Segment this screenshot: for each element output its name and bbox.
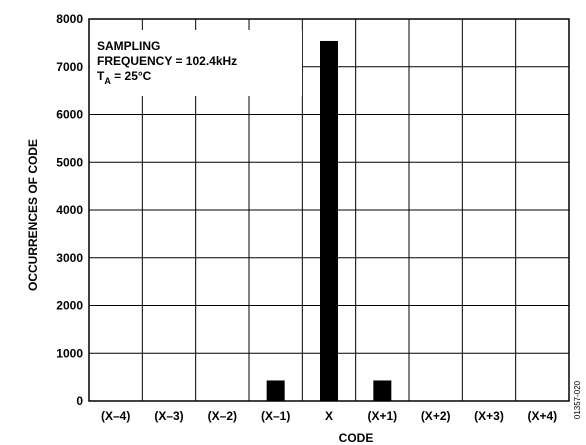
y-tick-label: 0 xyxy=(76,394,83,408)
y-tick-label: 7000 xyxy=(56,60,83,74)
y-tick-label: 4000 xyxy=(56,203,83,217)
x-tick-label: (X–3) xyxy=(154,409,183,423)
y-tick-labels: 0 1000 2000 3000 4000 5000 6000 7000 8000 xyxy=(56,12,83,408)
y-tick-label: 8000 xyxy=(56,12,83,26)
figure-id: 01357-020 xyxy=(573,380,582,419)
x-tick-label: (X+1) xyxy=(367,409,397,423)
x-tick-label: (X+3) xyxy=(474,409,504,423)
bar xyxy=(320,40,338,402)
y-tick-label: 6000 xyxy=(56,108,83,122)
y-axis-title: OCCURRENCES OF CODE xyxy=(26,139,40,291)
x-axis-title: CODE xyxy=(339,431,374,445)
x-tick-label: (X–4) xyxy=(101,409,130,423)
annotation-box xyxy=(90,30,302,96)
y-tick-label: 1000 xyxy=(56,346,83,360)
plot-frame xyxy=(88,18,570,402)
bar xyxy=(373,380,392,401)
y-tick-label: 3000 xyxy=(56,251,83,265)
annotation-temp-value: = 25°C xyxy=(111,69,152,83)
annotation-line-3: TA = 25°C xyxy=(97,69,152,86)
annotation-line-1: SAMPLING xyxy=(97,39,160,53)
y-tick-label: 2000 xyxy=(56,299,83,313)
bar xyxy=(266,380,285,401)
x-tick-labels: (X–4) (X–3) (X–2) (X–1) X (X+1) (X+2) (X+3) (X+4… xyxy=(101,409,557,423)
annotation-temp-subscript: A xyxy=(104,76,111,86)
y-tick-label: 5000 xyxy=(56,155,83,169)
x-tick-label: (X+2) xyxy=(421,409,451,423)
x-tick-label: (X–2) xyxy=(208,409,237,423)
x-tick-label: X xyxy=(325,409,333,423)
annotation-line-2: FREQUENCY = 102.4kHz xyxy=(97,54,237,68)
x-tick-label: (X+4) xyxy=(527,409,557,423)
x-tick-label: (X–1) xyxy=(261,409,290,423)
annotation-temp-symbol: T xyxy=(97,69,105,83)
bars xyxy=(266,40,392,402)
